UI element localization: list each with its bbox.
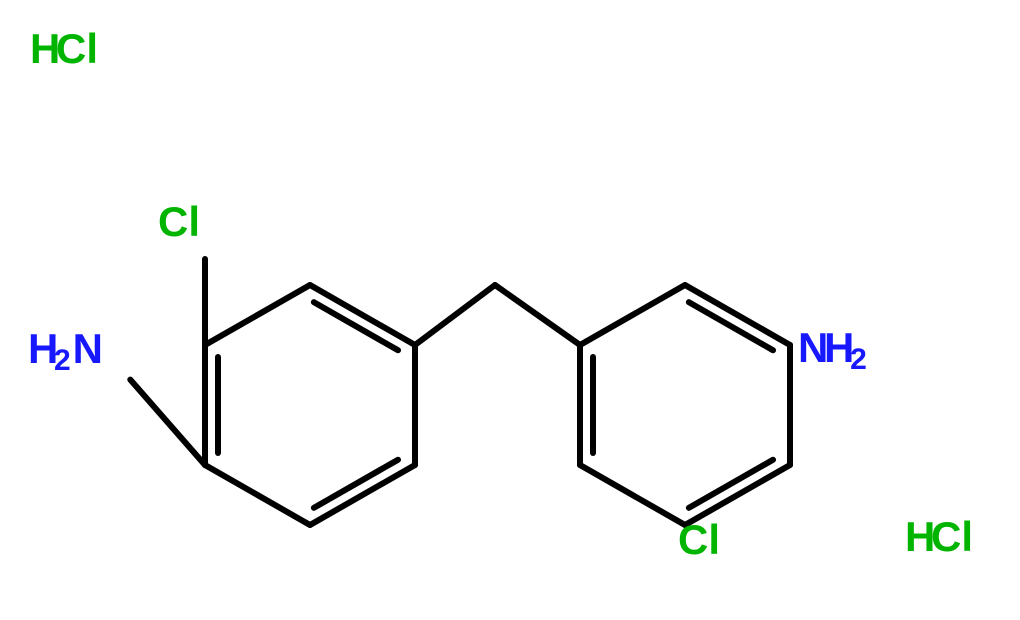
amine-sub: 2: [54, 344, 71, 377]
bond-line: [415, 285, 495, 345]
hcl-cl: Cl: [931, 513, 973, 560]
bond-line: [130, 380, 205, 465]
bond-line: [580, 285, 685, 345]
bond-line: [580, 465, 685, 525]
bond-line: [685, 285, 790, 345]
labels-layer: ClH2NNH2ClHClHCl: [28, 25, 973, 563]
hcl-cl: Cl: [56, 25, 98, 72]
amine-n: N: [73, 325, 103, 372]
bond-line: [205, 285, 310, 345]
bond-line: [495, 285, 580, 345]
bond-line: [310, 285, 415, 345]
amine-sub: 2: [850, 343, 867, 376]
bond-line: [205, 465, 310, 525]
bond-line: [310, 465, 415, 525]
chlorine-label: Cl: [158, 198, 200, 245]
chlorine-label: Cl: [678, 516, 720, 563]
